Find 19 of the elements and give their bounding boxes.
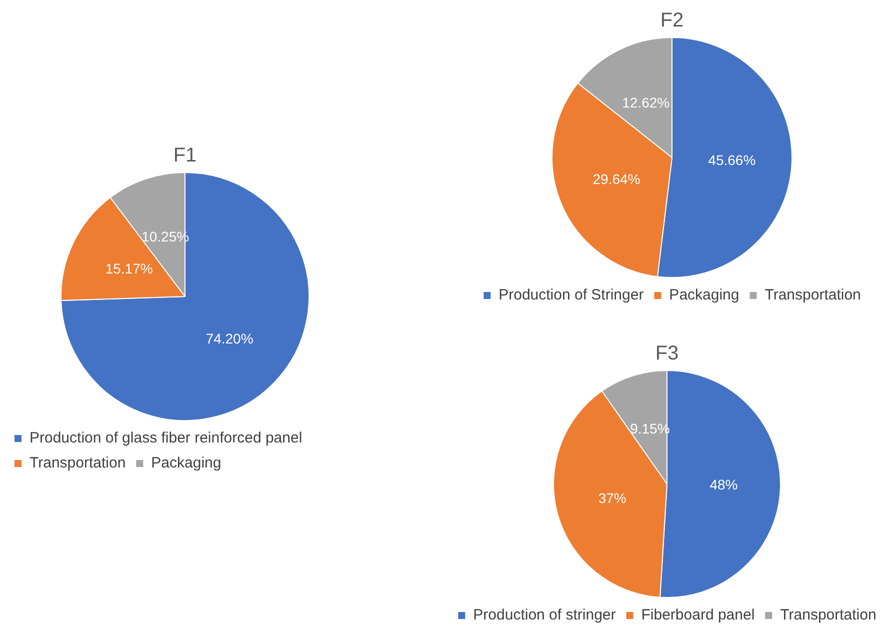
data-label: 48% [710,476,738,493]
legend-label: Production of stringer [473,606,616,624]
legend-label: Transportation [30,454,126,472]
data-label: 15.17% [105,260,153,277]
legend-label: Production of Stringer [498,286,644,304]
legend-label: Transportation [780,606,876,624]
data-label: 37% [598,490,626,506]
legend-label: Packaging [669,286,740,304]
data-label: 29.64% [592,171,640,188]
chart-title: F1 [173,144,197,167]
data-label: 45.66% [708,152,756,168]
legend-label: Production of glass fiber reinforced panel [30,430,302,447]
legend-label: Packaging [151,454,222,472]
legend-label: Fiberboard panel [641,606,755,624]
data-label: 74.20% [206,330,254,346]
chart-title: F3 [655,342,679,365]
legend-label: Transportation [764,286,861,304]
data-label: 12.62% [622,94,670,110]
chart-title: F2 [660,10,684,32]
